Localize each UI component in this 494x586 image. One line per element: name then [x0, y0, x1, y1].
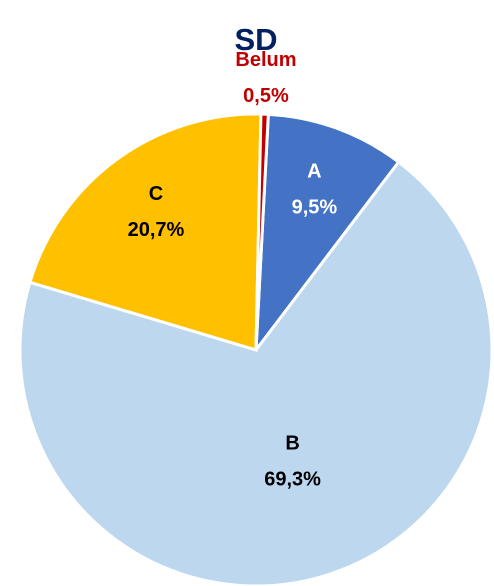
slice-name: C: [149, 183, 163, 205]
slice-value-label: 20,7%: [128, 219, 185, 241]
pie-slice: [254, 112, 270, 351]
chart-title: SD: [234, 22, 277, 57]
slice-name: A: [307, 161, 321, 183]
slice-value-label: 9,5%: [292, 197, 338, 219]
slice-name: Belum: [235, 49, 296, 71]
slice-value-label: 69,3%: [264, 468, 321, 490]
pie-slice: [28, 112, 263, 353]
pie-slice: [254, 112, 401, 355]
slice-name: B: [285, 432, 299, 454]
slice-value-label: 0,5%: [243, 85, 289, 107]
pie-slice: [18, 159, 494, 586]
